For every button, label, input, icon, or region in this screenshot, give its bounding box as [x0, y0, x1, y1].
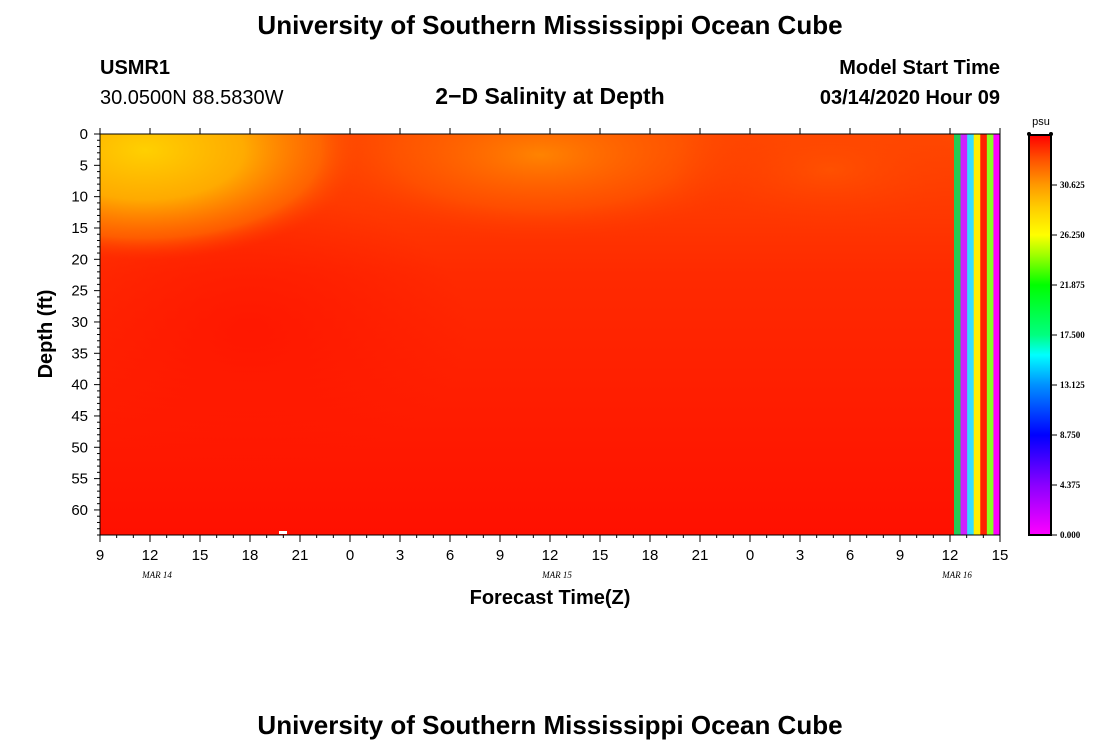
- stripe: [980, 134, 988, 535]
- page-title: University of Southern Mississippi Ocean…: [257, 10, 843, 40]
- x-tick-label: 12: [942, 547, 959, 564]
- model-start-value: 03/14/2020 Hour 09: [819, 87, 1000, 109]
- y-tick-label: 0: [80, 126, 88, 143]
- y-tick-label: 45: [71, 408, 88, 425]
- y-tick-label: 25: [71, 283, 88, 300]
- stripe: [967, 134, 975, 535]
- station-id: USMR1: [100, 57, 171, 79]
- x-tick-label: 18: [242, 547, 259, 564]
- footer-title: University of Southern Mississippi Ocean…: [257, 710, 843, 740]
- x-tick-label: 3: [396, 547, 404, 564]
- y-tick-label: 30: [71, 314, 88, 331]
- field-fresh-plume: [100, 134, 954, 535]
- y-tick-label: 5: [80, 157, 88, 174]
- x-tick-label: 12: [142, 547, 159, 564]
- x-tick-label: 18: [642, 547, 659, 564]
- x-tick-label: 15: [592, 547, 609, 564]
- date-label: MAR 16: [941, 570, 972, 580]
- colorbar-unit: psu: [1032, 116, 1050, 128]
- x-tick-label: 0: [346, 547, 354, 564]
- x-tick-label: 3: [796, 547, 804, 564]
- stripe: [954, 134, 962, 535]
- x-tick-label: 6: [446, 547, 454, 564]
- colorbar-corner: [1027, 132, 1031, 136]
- y-tick-label: 50: [71, 439, 88, 456]
- date-labels: MAR 14 MAR 15 MAR 16: [141, 570, 972, 580]
- x-tick-label: 21: [292, 547, 309, 564]
- y-tick-label: 55: [71, 471, 88, 488]
- y-tick-label: 10: [71, 189, 88, 206]
- small-white-mark: [279, 531, 287, 534]
- y-tick-label: 40: [71, 377, 88, 394]
- x-tick-label: 6: [846, 547, 854, 564]
- colorbar-tick-label: 13.125: [1060, 380, 1085, 390]
- x-tick-label: 9: [96, 547, 104, 564]
- salinity-field: [100, 134, 954, 535]
- x-tick-label: 15: [192, 547, 209, 564]
- colorbar-tick-label: 21.875: [1060, 280, 1085, 290]
- station-coords: 30.0500N 88.5830W: [100, 87, 284, 109]
- chart-title: 2−D Salinity at Depth: [435, 83, 665, 109]
- y-tick-label: 15: [71, 220, 88, 237]
- stripe: [993, 134, 1001, 535]
- colorbar-tick-label: 26.250: [1060, 230, 1085, 240]
- y-tick-label: 35: [71, 345, 88, 362]
- colorbar-corner: [1049, 132, 1053, 136]
- y-axis-label: Depth (ft): [35, 290, 57, 379]
- stripe: [973, 134, 981, 535]
- y-tick-label: 60: [71, 502, 88, 519]
- date-label: MAR 15: [541, 570, 572, 580]
- x-axis: 9 12 15 18 21 0 3 6 9 12 15 18 21 0 3 6 9 12 15: [96, 128, 1009, 564]
- x-tick-label: 12: [542, 547, 559, 564]
- date-label: MAR 14: [141, 570, 172, 580]
- x-tick-label: 9: [496, 547, 504, 564]
- colorbar-tick-label: 8.750: [1060, 430, 1081, 440]
- colorbar-tick-label: 17.500: [1060, 330, 1085, 340]
- colorbar-tick-label: 30.625: [1060, 180, 1085, 190]
- x-tick-label: 15: [992, 547, 1009, 564]
- y-axis: 0 5 10 15 20 25 30 35 40 45 50 55 60: [71, 126, 100, 536]
- stripe: [960, 134, 968, 535]
- model-start-label: Model Start Time: [839, 57, 1000, 79]
- colorbar-gradient: [1028, 134, 1052, 536]
- colorbar-tick-label: 0.000: [1060, 530, 1081, 540]
- colorbar: psu 0.000 4.375 8.750 13.125 17.500 21.875 26.…: [1027, 116, 1085, 540]
- x-tick-label: 21: [692, 547, 709, 564]
- y-tick-label: 20: [71, 251, 88, 268]
- x-tick-label: 9: [896, 547, 904, 564]
- colorbar-ticks: 0.000 4.375 8.750 13.125 17.500 21.875 26.250 3…: [1051, 180, 1085, 540]
- stripe: [986, 134, 994, 535]
- x-axis-label: Forecast Time(Z): [470, 587, 631, 609]
- x-tick-label: 0: [746, 547, 754, 564]
- artifact-stripes: [954, 134, 1001, 535]
- colorbar-tick-label: 4.375: [1060, 480, 1081, 490]
